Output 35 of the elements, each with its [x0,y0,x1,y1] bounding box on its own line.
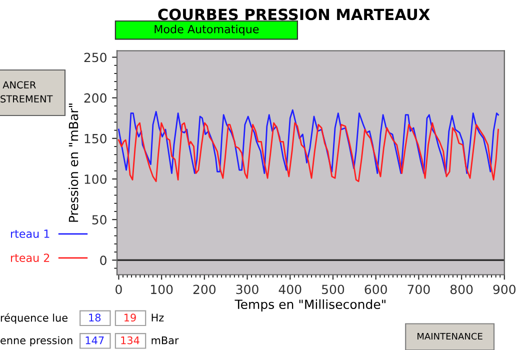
x-tick-label: 600 [364,284,387,294]
y-tick-label: 0 [100,256,106,266]
text: STREMENT [0,95,53,103]
text: 147 [86,336,104,344]
chart-title: COURBES PRESSION MARTEAUX [158,8,430,20]
x-tick-label: 200 [193,284,216,294]
x-axis-title: Temps en "Milliseconde" [234,299,386,312]
y-tick-label: 50 [92,215,106,224]
legend-label: rteau 2 [11,254,50,262]
y-tick-label: 100 [84,174,106,184]
text: enne pression [0,336,72,346]
x-tick-label: 800 [450,284,473,294]
x-tick-label: 300 [236,284,258,294]
x-tick-label: 500 [322,284,344,294]
line-series [118,122,499,182]
x-tick-label: 400 [278,284,302,294]
x-tick-label: 700 [408,284,430,294]
y-tick-label: 150 [84,134,106,144]
line-series [118,109,499,174]
text: Hz [152,314,164,322]
legend-label: rteau 1 [11,230,50,238]
y-tick-label: 250 [84,52,106,62]
x-tick-label: 0 [116,284,122,294]
y-axis-title: Pression en "mBar" [68,104,78,222]
text: 134 [121,336,140,344]
y-tick-label: 200 [84,93,106,103]
text: 19 [124,314,136,322]
text: 18 [89,314,101,322]
text: mBar [152,336,179,344]
text: ANCER [2,81,36,89]
text: MAINTENANCE [418,332,482,340]
x-tick-label: 100 [151,284,173,294]
text: Mode Automatique [154,24,259,36]
x-tick-label: 900 [493,284,516,294]
text: réquence lue [0,313,68,324]
